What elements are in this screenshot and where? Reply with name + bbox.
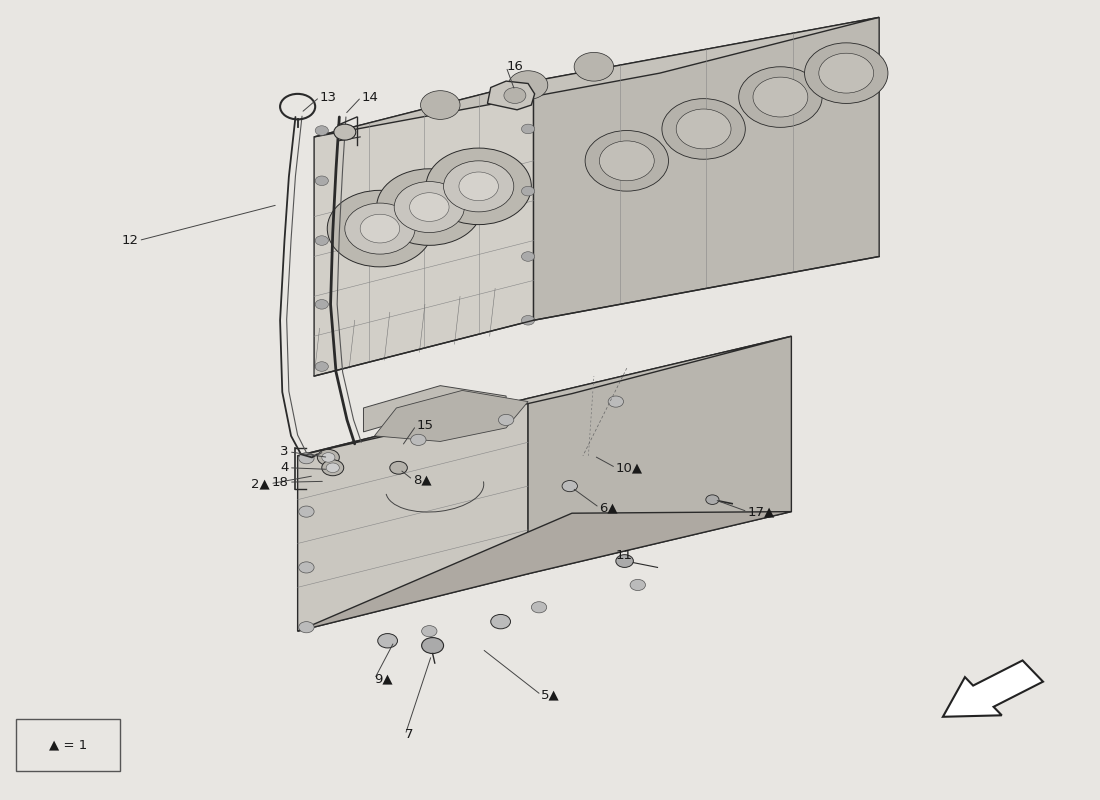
Circle shape [676, 109, 732, 149]
Text: 10▲: 10▲ [616, 462, 644, 474]
Circle shape [616, 554, 634, 567]
Text: 3: 3 [280, 446, 289, 458]
Text: 4: 4 [280, 462, 289, 474]
Circle shape [459, 172, 498, 201]
Text: 13: 13 [320, 90, 337, 103]
Circle shape [299, 506, 315, 517]
Circle shape [360, 214, 399, 243]
Text: 16: 16 [506, 60, 522, 74]
Polygon shape [298, 336, 791, 456]
Text: 14: 14 [361, 90, 378, 103]
Circle shape [322, 460, 343, 476]
Circle shape [328, 190, 432, 267]
Polygon shape [943, 661, 1043, 717]
Text: 6▲: 6▲ [600, 501, 618, 514]
Polygon shape [534, 18, 879, 320]
Circle shape [322, 453, 334, 462]
Circle shape [316, 236, 329, 246]
Polygon shape [487, 81, 535, 110]
Circle shape [327, 463, 339, 473]
Circle shape [706, 495, 719, 505]
Circle shape [394, 182, 464, 233]
FancyBboxPatch shape [15, 719, 120, 770]
Circle shape [804, 43, 888, 103]
Text: 2▲: 2▲ [252, 478, 271, 490]
Text: 15: 15 [416, 419, 433, 432]
Circle shape [754, 77, 807, 117]
Circle shape [521, 315, 535, 325]
Polygon shape [315, 18, 879, 137]
Circle shape [389, 462, 407, 474]
Polygon shape [298, 398, 528, 631]
Circle shape [498, 414, 514, 426]
Text: 7: 7 [405, 728, 414, 742]
Polygon shape [363, 386, 506, 432]
Text: 9▲: 9▲ [374, 673, 393, 686]
Circle shape [318, 450, 339, 466]
Text: ▲ = 1: ▲ = 1 [48, 738, 87, 751]
Circle shape [316, 299, 329, 309]
Circle shape [316, 176, 329, 186]
Circle shape [299, 622, 315, 633]
Circle shape [316, 362, 329, 371]
Circle shape [410, 434, 426, 446]
Circle shape [600, 141, 654, 181]
Polygon shape [315, 81, 534, 376]
Circle shape [421, 626, 437, 637]
Text: 17▲: 17▲ [748, 505, 774, 518]
Circle shape [344, 203, 415, 254]
Circle shape [521, 252, 535, 262]
Circle shape [521, 124, 535, 134]
Text: 5▲: 5▲ [541, 689, 560, 702]
Text: 11: 11 [616, 549, 632, 562]
Text: 12: 12 [121, 234, 139, 247]
Circle shape [521, 186, 535, 196]
Circle shape [504, 87, 526, 103]
Circle shape [739, 66, 822, 127]
Circle shape [562, 481, 578, 492]
Polygon shape [374, 390, 528, 442]
Polygon shape [528, 336, 791, 574]
Circle shape [299, 453, 315, 464]
Text: 8▲: 8▲ [412, 474, 431, 486]
Circle shape [333, 124, 355, 140]
Circle shape [409, 193, 449, 222]
Circle shape [316, 126, 329, 135]
Circle shape [377, 634, 397, 648]
Text: 18: 18 [272, 476, 289, 489]
Circle shape [491, 614, 510, 629]
Polygon shape [298, 512, 791, 631]
Circle shape [585, 130, 669, 191]
Circle shape [662, 98, 746, 159]
Circle shape [420, 90, 460, 119]
Circle shape [574, 53, 614, 81]
Circle shape [818, 54, 873, 93]
Circle shape [608, 396, 624, 407]
Circle shape [426, 148, 531, 225]
Circle shape [421, 638, 443, 654]
Circle shape [443, 161, 514, 212]
Circle shape [299, 562, 315, 573]
Circle shape [508, 70, 548, 99]
Circle shape [531, 602, 547, 613]
Circle shape [630, 579, 646, 590]
Circle shape [376, 169, 482, 246]
